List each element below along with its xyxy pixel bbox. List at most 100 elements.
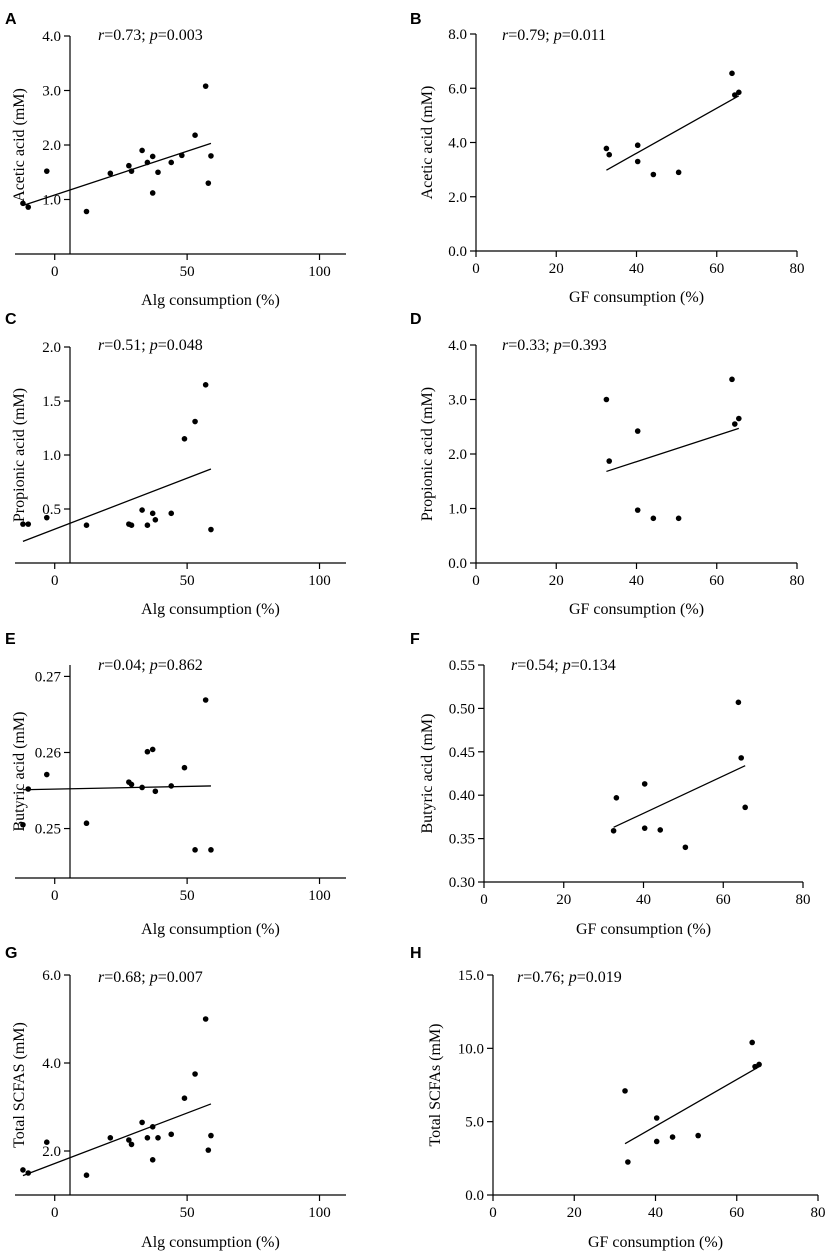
p-value: =0.862 xyxy=(158,657,203,674)
data-point xyxy=(144,1135,151,1141)
data-point xyxy=(729,70,735,77)
y-tick-label: 3.0 xyxy=(448,393,467,409)
r-symbol: r xyxy=(502,337,509,354)
y-tick-label: 2.0 xyxy=(42,340,61,356)
y-tick-label: 0.40 xyxy=(449,788,475,804)
data-point xyxy=(179,152,185,159)
x-tick-label: 80 xyxy=(796,892,811,908)
data-point xyxy=(155,1135,161,1141)
stat-annotation: r=0.73; p=0.003 xyxy=(98,27,203,44)
stat-annotation: r=0.51; p=0.048 xyxy=(98,337,203,354)
p-value: =0.134 xyxy=(571,657,616,674)
data-point xyxy=(653,1115,660,1121)
regression-line xyxy=(606,95,740,171)
y-tick-label: 6.0 xyxy=(448,81,467,97)
data-point xyxy=(43,771,50,778)
panel-letter: C xyxy=(5,311,17,328)
panel-h: Hr=0.76; p=0.019 0 20 40 60 80 0.0 5.0 10.0 15.0 G… xyxy=(410,945,826,1251)
stat-annotation: r=0.04; p=0.862 xyxy=(98,657,203,674)
r-symbol: r xyxy=(98,337,105,354)
data-point xyxy=(43,168,50,174)
data-point xyxy=(25,786,32,792)
x-tick-label: 60 xyxy=(709,261,724,277)
y-axis-title: Propionic acid (mM) xyxy=(11,388,28,522)
data-point xyxy=(208,153,214,159)
x-tick-label: 40 xyxy=(629,573,644,589)
panel-g: Gr=0.68; p=0.007 0 50 100 2.0 4.0 6.0 Alg consu… xyxy=(5,945,346,1251)
data-point xyxy=(192,418,198,425)
r-value: =0.04; xyxy=(104,657,149,674)
data-point xyxy=(202,83,209,89)
data-point xyxy=(128,522,135,528)
panel-letter: H xyxy=(410,945,422,962)
data-point xyxy=(149,153,156,160)
x-tick-label: 20 xyxy=(556,892,571,908)
data-point xyxy=(634,142,641,149)
y-axis-title: Acetic acid (mM) xyxy=(419,86,436,200)
y-tick-label: 4.0 xyxy=(42,29,61,45)
r-symbol: r xyxy=(511,657,518,674)
p-symbol: p xyxy=(553,337,562,354)
y-tick-label: 0.0 xyxy=(448,556,467,572)
data-point xyxy=(181,436,188,442)
data-point xyxy=(205,1147,212,1153)
y-tick-label: 2.0 xyxy=(42,138,61,154)
data-point xyxy=(144,522,151,528)
stat-annotation: r=0.79; p=0.011 xyxy=(502,27,606,44)
y-tick-label: 0.26 xyxy=(35,745,62,761)
x-tick-label: 60 xyxy=(716,892,731,908)
data-point xyxy=(128,781,135,788)
panel-letter: A xyxy=(5,11,17,28)
data-point xyxy=(208,526,214,533)
data-point xyxy=(25,204,32,210)
data-point xyxy=(144,159,151,166)
r-value: =0.79; xyxy=(508,27,553,44)
data-point xyxy=(732,421,738,427)
y-tick-label: 0.50 xyxy=(449,701,475,717)
panel-c: Cr=0.51; p=0.048 0 50 100 0.5 1.0 1.5 2.0 Alg co… xyxy=(5,311,346,618)
data-point xyxy=(139,784,145,791)
data-point xyxy=(738,755,744,761)
data-point xyxy=(83,208,90,215)
r-symbol: r xyxy=(517,969,524,986)
x-tick-label: 20 xyxy=(549,573,564,589)
p-symbol: p xyxy=(149,657,158,674)
x-tick-label: 50 xyxy=(180,573,195,589)
data-point xyxy=(732,92,738,98)
stat-annotation: r=0.54; p=0.134 xyxy=(511,657,616,674)
y-tick-label: 0.5 xyxy=(42,502,61,518)
data-point xyxy=(128,1141,135,1148)
panel-letter: E xyxy=(5,631,16,648)
p-value: =0.011 xyxy=(562,27,606,44)
y-axis-title: Total SCFAS (mM) xyxy=(11,1022,28,1148)
y-tick-label: 1.0 xyxy=(42,448,61,464)
y-tick-label: 1.0 xyxy=(448,502,467,518)
data-point xyxy=(149,510,156,517)
data-point xyxy=(736,89,742,96)
y-tick-label: 2.0 xyxy=(448,190,467,206)
data-point xyxy=(152,788,159,795)
y-tick-label: 2.0 xyxy=(448,447,467,463)
data-point xyxy=(149,1124,156,1130)
y-tick-label: 3.0 xyxy=(42,84,61,100)
y-axis-title: Propionic acid (mM) xyxy=(419,387,436,521)
data-point xyxy=(610,827,617,834)
data-point xyxy=(675,515,682,522)
data-point xyxy=(603,145,610,152)
panel-a: Ar=0.73; p=0.003 0 50 100 1.0 2.0 3.0 4.0 Alg co… xyxy=(5,11,346,309)
data-point xyxy=(107,170,114,177)
y-tick-label: 0.30 xyxy=(449,875,475,891)
data-point xyxy=(625,1159,631,1165)
data-point xyxy=(25,521,32,527)
data-point xyxy=(126,162,132,169)
r-symbol: r xyxy=(502,27,509,44)
data-point xyxy=(756,1061,762,1068)
data-point xyxy=(83,1172,90,1178)
data-point xyxy=(25,1170,32,1176)
data-point xyxy=(202,382,209,388)
regression-line xyxy=(22,468,212,543)
data-point xyxy=(675,169,682,176)
x-tick-label: 40 xyxy=(648,1205,663,1221)
data-point xyxy=(641,781,648,787)
y-tick-label: 0.0 xyxy=(465,1188,484,1204)
